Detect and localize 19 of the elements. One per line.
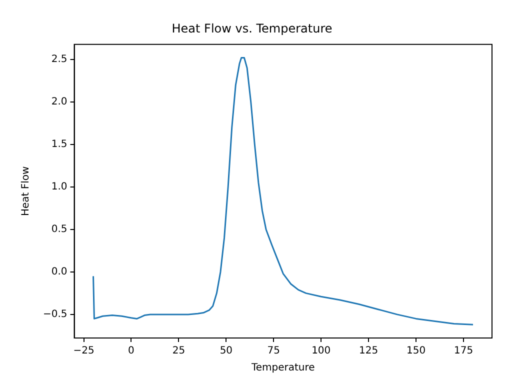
x-tick-label: 100 — [312, 346, 331, 357]
x-tick-label: 75 — [267, 346, 280, 357]
x-tick-label: −25 — [73, 346, 94, 357]
y-axis-title: Heat Flow — [20, 166, 32, 216]
y-tick-label: 2.5 — [51, 54, 68, 66]
x-tick-label: 0 — [128, 346, 134, 357]
x-axis-title: Temperature — [250, 362, 315, 374]
y-tick-label: 0.0 — [51, 266, 68, 278]
y-tick-label: 2.0 — [51, 96, 68, 108]
y-tick-label: −0.5 — [42, 309, 68, 320]
x-tick-label: 125 — [359, 346, 378, 357]
y-tick-label: 1.0 — [51, 182, 68, 193]
x-tick-label: 175 — [454, 346, 474, 357]
y-tick-label: 1.5 — [51, 139, 68, 150]
x-tick-label: 50 — [220, 346, 233, 357]
x-tick-label: 150 — [406, 346, 426, 357]
chart-title: Heat Flow vs. Temperature — [172, 21, 332, 36]
y-tick-label: 0.5 — [51, 224, 68, 236]
x-tick-label: 25 — [172, 346, 186, 357]
